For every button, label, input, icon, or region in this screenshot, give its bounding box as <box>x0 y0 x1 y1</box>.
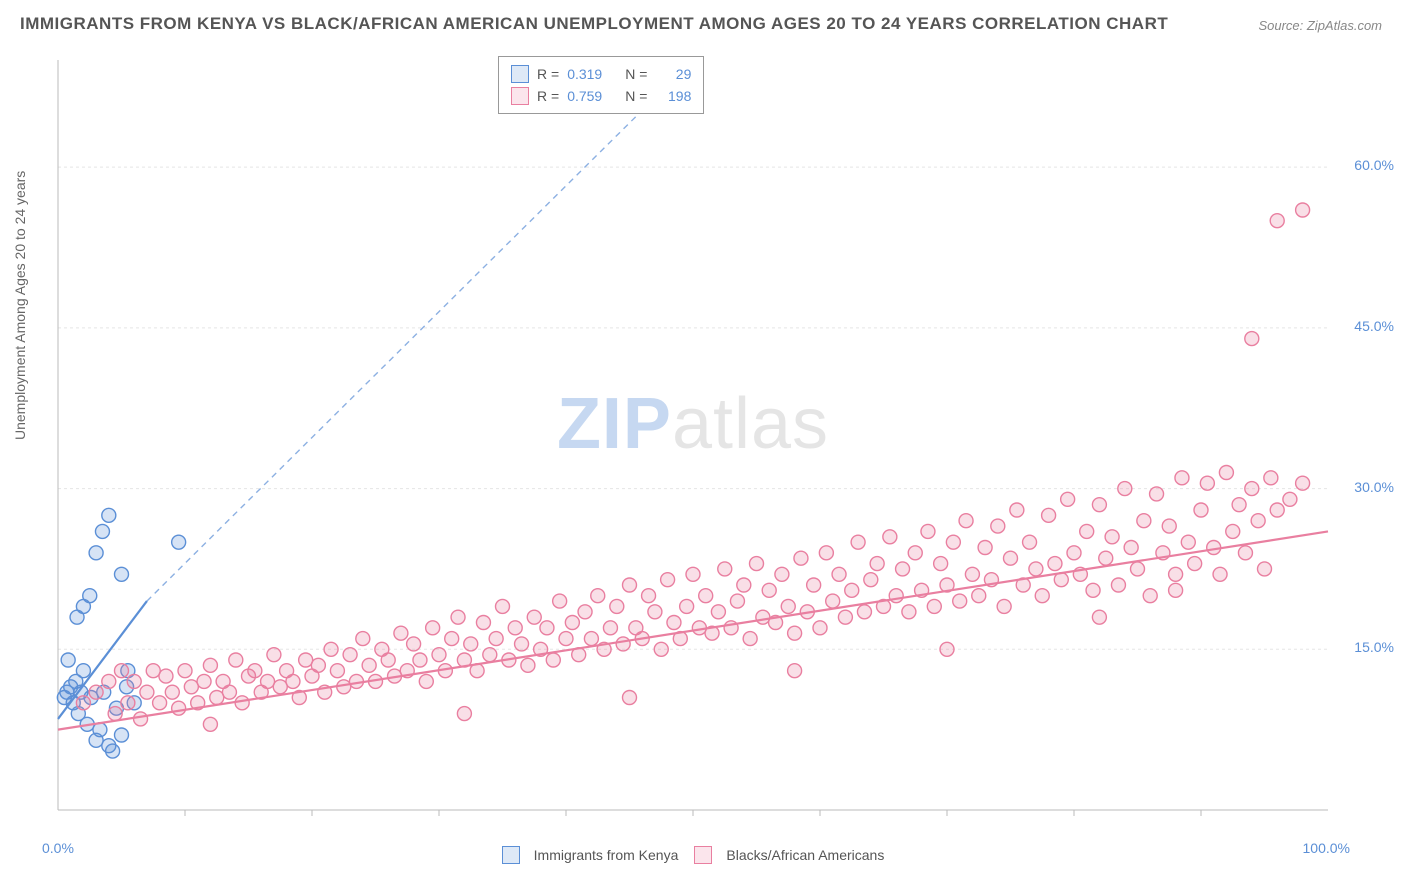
y-axis-label: Unemployment Among Ages 20 to 24 years <box>12 171 28 440</box>
chart-title: IMMIGRANTS FROM KENYA VS BLACK/AFRICAN A… <box>20 14 1168 34</box>
legend-series-label: Immigrants from Kenya <box>534 847 679 863</box>
r-value: 0.759 <box>567 85 617 107</box>
series-legend: Immigrants from Kenya Blacks/African Amer… <box>48 846 1338 864</box>
n-label: N = <box>625 85 647 107</box>
legend-swatch <box>511 65 529 83</box>
legend-stats-row: R = 0.759 N = 198 <box>511 85 691 107</box>
scatter-chart <box>48 50 1338 830</box>
n-value: 29 <box>655 63 691 85</box>
r-value: 0.319 <box>567 63 617 85</box>
chart-plot-area: R =0.319N =29R =0.759N =198 ZIPatlas 15.… <box>48 50 1338 830</box>
n-label: N = <box>625 63 647 85</box>
y-tick-label: 45.0% <box>1354 318 1394 334</box>
legend-swatch <box>694 846 712 864</box>
legend-swatch <box>502 846 520 864</box>
n-value: 198 <box>655 85 691 107</box>
y-tick-label: 60.0% <box>1354 157 1394 173</box>
legend-series-label: Blacks/African Americans <box>726 847 884 863</box>
r-label: R = <box>537 85 559 107</box>
y-tick-label: 30.0% <box>1354 479 1394 495</box>
legend-stats-row: R = 0.319 N = 29 <box>511 63 691 85</box>
legend-swatch <box>511 87 529 105</box>
correlation-legend: R = 0.319 N = 29 R = 0.759 N = 198 <box>498 56 704 114</box>
r-label: R = <box>537 63 559 85</box>
y-tick-label: 15.0% <box>1354 639 1394 655</box>
source-label: Source: ZipAtlas.com <box>1258 18 1382 33</box>
